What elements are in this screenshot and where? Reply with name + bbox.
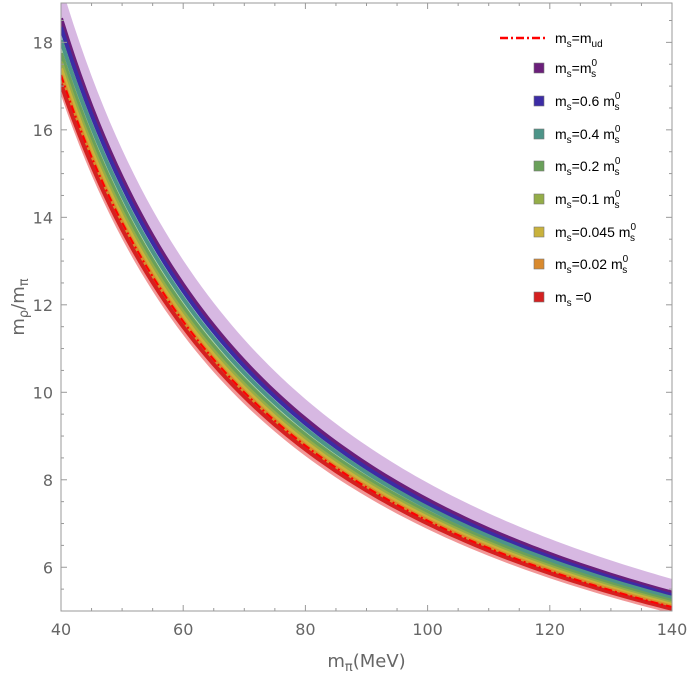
y-axis-title: mρ/mπ: [8, 278, 32, 335]
reference-line-ms-mud: [61, 74, 672, 609]
line-ms-0-2-ms0: [61, 52, 672, 603]
legend-swatch: [533, 160, 545, 172]
x-tick-label: 100: [412, 620, 443, 639]
y-tick-label: 16: [33, 121, 53, 140]
y-tick-label: 8: [43, 471, 53, 490]
series-bands: [61, 3, 672, 611]
line-ms-0: [61, 83, 672, 611]
band-ms-0-4-ms0: [61, 31, 672, 602]
legend-label: ms=0.02 m0 s: [555, 254, 629, 276]
legend-label: ms=m0 s: [555, 58, 598, 80]
legend: ms=mud ms=m0 s ms=0.6 m0 s ms=0.4 m0 s ms=0.2 m…: [500, 30, 636, 309]
y-axis-ticks: 6 8 10 12 14 16 18: [33, 19, 672, 612]
legend-label: ms=0.045 m0 s: [555, 222, 636, 244]
y-tick-label: 18: [33, 33, 53, 52]
x-axis-title: mπ(MeV): [327, 651, 405, 675]
legend-label: ms=0.4 m0 s: [555, 124, 621, 146]
reference-line-group: [61, 74, 672, 609]
line-ms-0-1-ms0: [61, 61, 672, 606]
legend-swatch: [533, 62, 545, 74]
legend-swatch: [533, 226, 545, 238]
y-tick-label: 10: [33, 383, 53, 402]
legend-label: ms =0: [555, 289, 592, 309]
y-tick-label: 14: [33, 208, 53, 227]
series-lines: [61, 17, 672, 611]
line-ms-0-045-ms0: [61, 67, 672, 607]
y-tick-label: 6: [43, 558, 53, 577]
line-ms-0-02-ms0: [61, 74, 672, 609]
line-ms-0-6-ms0: [61, 26, 672, 598]
x-tick-label: 120: [535, 620, 566, 639]
legend-label: ms=0.2 m0 s: [555, 156, 621, 178]
legend-label: ms=0.1 m0 s: [555, 189, 621, 211]
legend-swatch: [533, 95, 545, 107]
y-tick-label: 12: [33, 296, 53, 315]
band-ms-0-02-ms0: [61, 66, 672, 611]
x-tick-label: 60: [173, 620, 193, 639]
legend-swatch: [533, 128, 545, 140]
legend-swatch: [533, 193, 545, 205]
legend-label: ms=0.6 m0 s: [555, 91, 621, 113]
x-tick-label: 80: [295, 620, 315, 639]
legend-swatch: [533, 258, 545, 270]
x-tick-label: 140: [657, 620, 688, 639]
legend-label-ms-mud: ms=mud: [555, 30, 603, 50]
line-ms-m-s0: [61, 17, 672, 595]
x-tick-label: 40: [51, 620, 71, 639]
band-ms-0: [61, 72, 672, 611]
x-axis-ticks: 40 60 80 100 120 140: [51, 3, 687, 639]
legend-swatch: [533, 291, 545, 303]
line-ms-0-4-ms0: [61, 39, 672, 600]
